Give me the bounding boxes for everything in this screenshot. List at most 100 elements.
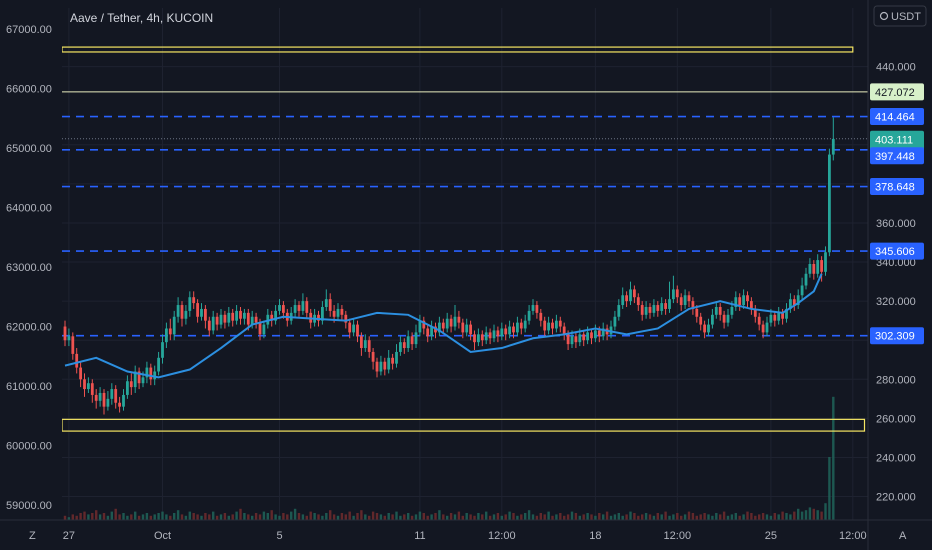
volume-bar <box>344 514 347 520</box>
volume-bar <box>395 511 398 520</box>
level-tag-label: 414.464 <box>875 112 915 124</box>
candle-body <box>679 297 683 306</box>
volume-bar <box>410 515 414 520</box>
left-axis-tick: 63000.00 <box>6 262 52 274</box>
volume-bar <box>555 514 558 520</box>
candle-body <box>161 342 164 358</box>
level-tag[interactable] <box>870 242 924 260</box>
volume-bar <box>356 513 359 520</box>
volume-bar <box>664 511 667 520</box>
right-axis-tick: 220.000 <box>876 492 916 504</box>
candle-body <box>172 316 176 335</box>
volume-bar <box>656 513 659 520</box>
volume-bar <box>683 514 687 520</box>
volume-bar <box>83 511 86 520</box>
currency-button[interactable] <box>873 5 927 27</box>
candle-body <box>118 402 121 407</box>
candle-body <box>324 299 328 307</box>
volume-bar <box>453 514 457 520</box>
volume-bar <box>375 513 379 520</box>
candle-body <box>699 316 703 325</box>
volume-bar <box>574 513 578 520</box>
volume-bar <box>477 513 480 520</box>
volume-bar <box>769 515 773 520</box>
level-tag[interactable] <box>870 147 924 165</box>
candle-body <box>246 312 250 325</box>
left-axis-panel[interactable] <box>0 0 62 520</box>
volume-bar <box>668 515 671 520</box>
level-tag-label: 345.606 <box>875 246 915 258</box>
candle-body <box>449 318 453 327</box>
currency-label: USDT <box>891 11 921 23</box>
candle-body <box>379 361 383 372</box>
candle-body <box>356 324 359 337</box>
candle-body <box>301 301 305 311</box>
volume-bar <box>644 513 648 520</box>
volume-bar <box>219 514 223 520</box>
candle-body <box>441 322 445 329</box>
volume-bar <box>340 513 344 520</box>
volume-bar <box>184 515 188 520</box>
volume-bar <box>715 513 718 520</box>
volume-bar <box>79 513 82 520</box>
candle-body <box>516 322 519 333</box>
candle-body <box>336 308 340 317</box>
candle-body <box>227 312 231 323</box>
candle-body <box>360 336 363 349</box>
candle-body <box>718 306 722 315</box>
volume-bar <box>605 511 609 520</box>
time-axis-panel[interactable] <box>0 520 932 550</box>
volume-bar <box>313 513 316 520</box>
volume-bar <box>98 514 102 520</box>
volume-bar <box>329 510 332 520</box>
auto-scale-button[interactable]: A <box>899 530 907 542</box>
volume-bar <box>325 513 328 520</box>
candle-body <box>129 381 133 388</box>
candle-body <box>757 316 761 325</box>
candle-body <box>519 322 523 329</box>
candle-body <box>426 328 430 337</box>
candle-body <box>660 303 664 311</box>
time-axis-tick: 25 <box>765 530 777 542</box>
volume-bar <box>130 514 133 520</box>
candle-body <box>812 264 816 274</box>
volume-bar <box>122 513 125 520</box>
last-price-value: 403.111 <box>875 135 913 147</box>
zoom-icon[interactable]: Z <box>29 530 36 542</box>
volume-bar <box>613 514 617 520</box>
candle-body <box>586 332 589 341</box>
volume-bar <box>687 511 691 520</box>
volume-bar <box>126 515 129 520</box>
volume-bar <box>590 514 593 520</box>
volume-bar <box>67 517 71 520</box>
volume-bar <box>141 514 145 520</box>
volume-bar <box>563 515 566 520</box>
volume-bar <box>457 511 461 520</box>
level-tag[interactable] <box>870 327 924 345</box>
volume-bar <box>828 457 831 520</box>
volume-bar <box>169 515 172 520</box>
candle-body <box>621 295 625 306</box>
candle-body <box>465 324 469 333</box>
volume-bar <box>258 514 262 520</box>
symbol-title[interactable]: Aave / Tether, 4h, KUCOIN <box>70 11 213 25</box>
candle-body <box>804 273 808 286</box>
volume-bar <box>371 511 375 520</box>
volume-bar <box>442 514 445 520</box>
volume-bar <box>609 515 613 520</box>
level-tag[interactable] <box>870 178 924 196</box>
candle-body <box>375 361 379 372</box>
candle-body <box>750 301 753 309</box>
volume-bar <box>212 511 215 520</box>
price-tag-427[interactable] <box>870 83 924 101</box>
candle-body <box>90 383 94 395</box>
candle-body <box>582 334 586 341</box>
candle-body <box>726 314 730 323</box>
level-tag[interactable] <box>870 108 924 126</box>
candle-body <box>746 295 749 302</box>
candle-body <box>133 371 137 388</box>
volume-bar <box>149 515 152 520</box>
candle-body <box>274 310 277 321</box>
